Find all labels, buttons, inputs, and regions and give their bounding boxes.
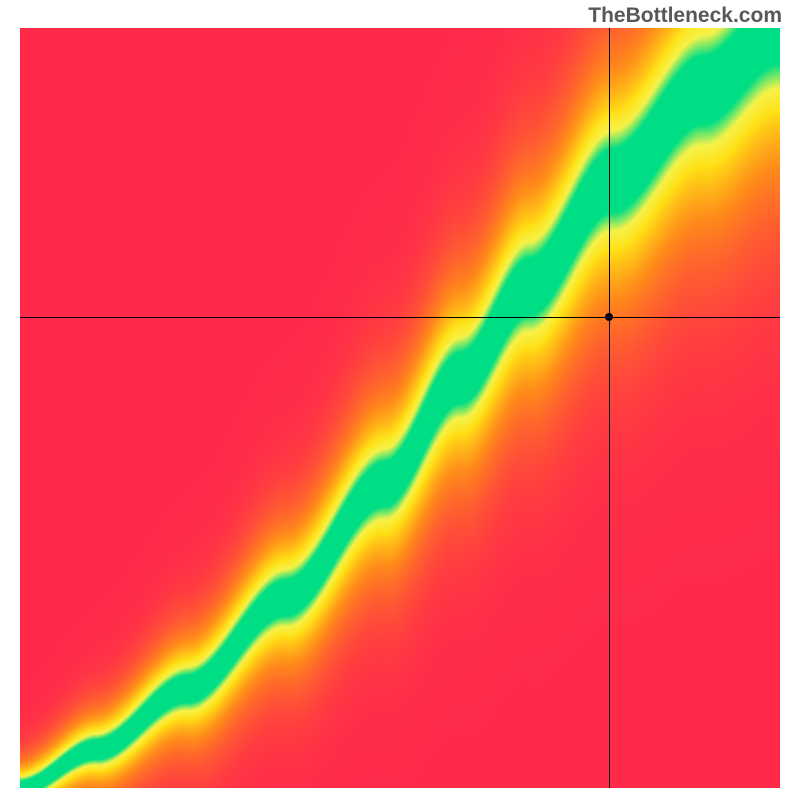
crosshair-vertical — [609, 28, 610, 788]
watermark-text: TheBottleneck.com — [588, 4, 782, 28]
heatmap-canvas — [20, 28, 780, 788]
crosshair-marker-dot — [605, 313, 613, 321]
crosshair-horizontal — [20, 317, 780, 318]
heatmap-chart — [20, 28, 780, 788]
